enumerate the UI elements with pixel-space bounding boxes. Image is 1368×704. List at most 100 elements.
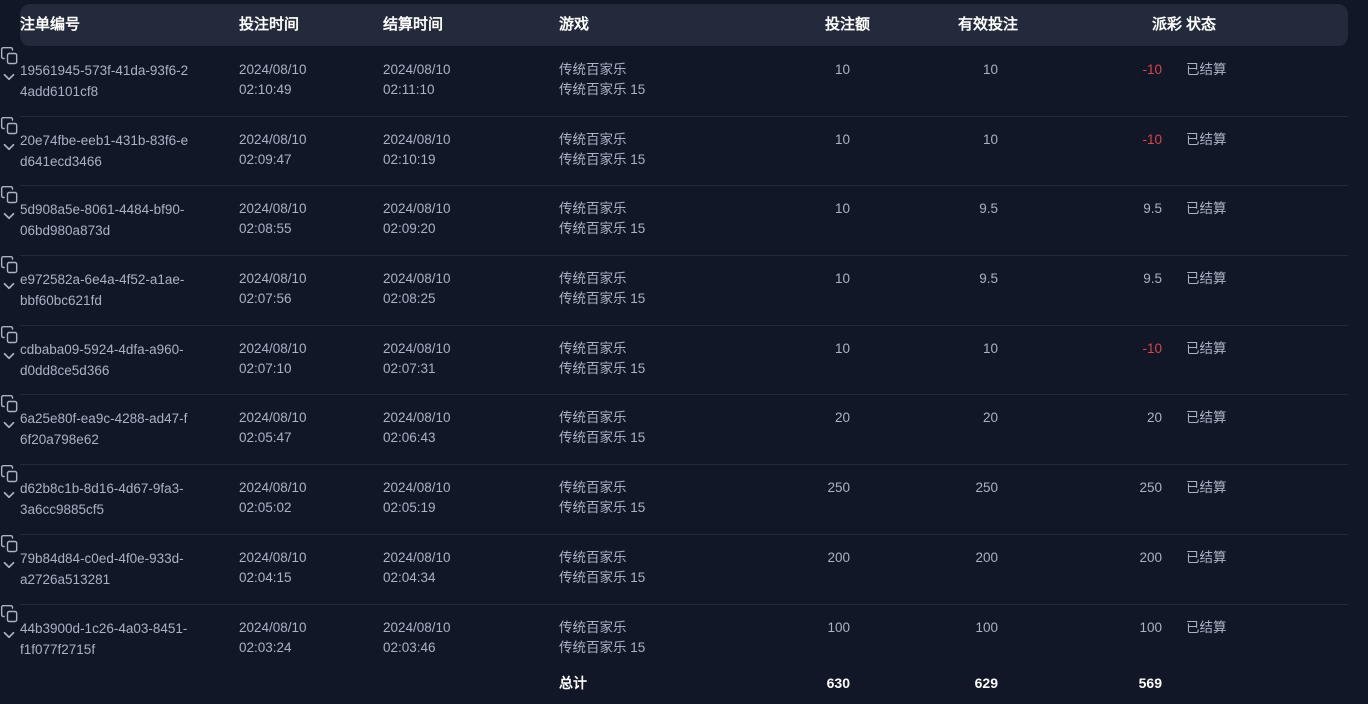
chevron-down-icon[interactable] [0,626,24,650]
game-name: 传统百家乐 [559,201,627,217]
status-badge: 已结算 [1186,480,1227,496]
payout: -10 [1142,340,1162,356]
table-row[interactable]: d62b8c1b-8d16-4d67-9fa3-3a6cc9885cf5 2024… [0,464,1368,534]
chevron-down-icon[interactable] [0,277,24,301]
game-name: 传统百家乐 [559,480,627,496]
bet-amount: 10 [834,340,850,356]
bet-clock: 02:10:49 [239,82,292,97]
game-cell: 传统百家乐 传统百家乐 15 [559,618,645,658]
bet-clock: 02:04:15 [239,569,292,585]
copy-icon[interactable] [0,394,22,416]
table-row[interactable]: 20e74fbe-eeb1-431b-83f6-ed641ecd3466 2024… [0,115,1368,186]
copy-icon[interactable] [0,604,22,626]
settle-clock: 02:04:34 [383,569,436,585]
bet-clock: 02:03:24 [239,639,292,655]
payout: 9.5 [1143,271,1162,287]
settle-time: 2024/08/10 02:05:19 [383,478,451,518]
bet-id: 20e74fbe-eeb1-431b-83f6-ed641ecd3466 [20,132,189,169]
settle-clock: 02:03:46 [383,639,436,655]
bet-time: 2024/08/10 02:05:02 [239,478,307,518]
payout: 200 [1139,549,1162,565]
total-bet-amount: 630 [826,675,850,691]
chevron-down-icon[interactable] [0,486,24,510]
game-name: 传统百家乐 [559,410,627,426]
copy-icon[interactable] [0,116,22,138]
chevron-down-icon[interactable] [0,138,24,162]
game-table: 传统百家乐 15 [559,291,646,307]
bet-clock: 02:05:02 [239,500,292,516]
valid-bet: 9.5 [979,201,998,217]
game-cell: 传统百家乐 传统百家乐 15 [559,130,645,170]
copy-icon[interactable] [0,325,22,347]
copy-icon[interactable] [0,185,22,207]
bet-id: cdbaba09-5924-4dfa-a960-d0dd8ce5d366 [20,341,184,378]
settle-time: 2024/08/10 02:11:10 [383,60,451,100]
settle-time: 2024/08/10 02:07:31 [383,339,451,379]
game-name: 传统百家乐 [559,131,627,147]
bet-clock: 02:09:47 [239,151,292,167]
settle-date: 2024/08/10 [383,410,451,426]
payout: 100 [1139,619,1162,635]
table-header-row: 注单编号 投注时间 结算时间 游戏 投注额 有效投注 派彩 状态 [20,4,1348,46]
game-table: 传统百家乐 15 [559,639,646,655]
bet-id: 79b84d84-c0ed-4f0e-933d-a2726a513281 [20,550,184,587]
table-row[interactable]: 6a25e80f-ea9c-4288-ad47-f6f20a798e62 2024… [0,394,1368,464]
game-cell: 传统百家乐 传统百家乐 15 [559,548,645,588]
bet-clock: 02:05:47 [239,430,292,446]
game-cell: 传统百家乐 传统百家乐 15 [559,60,645,100]
column-header-payout: 派彩 [1151,16,1182,33]
game-cell: 传统百家乐 传统百家乐 15 [559,408,645,448]
table-row[interactable]: 44b3900d-1c26-4a03-8451-f1f077f2715f 2024… [0,603,1368,674]
bet-id: 19561945-573f-41da-93f6-24add6101cf8 [20,63,189,99]
game-cell: 传统百家乐 传统百家乐 15 [559,199,645,239]
settle-date: 2024/08/10 [383,340,451,356]
settle-clock: 02:08:25 [383,291,436,307]
settle-clock: 02:09:20 [383,221,436,237]
bet-date: 2024/08/10 [239,62,307,77]
settle-date: 2024/08/10 [383,480,451,496]
bet-time: 2024/08/10 02:03:24 [239,618,307,658]
settle-clock: 02:11:10 [383,82,435,97]
copy-icon[interactable] [0,255,22,277]
status-badge: 已结算 [1186,619,1227,635]
bet-date: 2024/08/10 [239,271,307,287]
payout: -10 [1142,62,1162,77]
table-row[interactable]: e972582a-6e4a-4f52-a1ae-bbf60bc621fd 2024… [0,255,1368,325]
copy-icon[interactable] [0,46,22,68]
column-header-bet-amount: 投注额 [824,16,870,33]
settle-date: 2024/08/10 [383,549,451,565]
payout: 9.5 [1143,201,1162,217]
settle-date: 2024/08/10 [383,62,451,77]
table-row[interactable]: 5d908a5e-8061-4484-bf90-06bd980a873d 2024… [0,185,1368,255]
bet-date: 2024/08/10 [239,549,307,565]
bet-amount: 250 [827,480,850,496]
chevron-down-icon[interactable] [0,207,24,231]
table-row[interactable]: 79b84d84-c0ed-4f0e-933d-a2726a513281 2024… [0,533,1368,604]
settle-date: 2024/08/10 [383,271,451,287]
chevron-down-icon[interactable] [0,416,24,440]
bet-time: 2024/08/10 02:08:55 [239,199,307,239]
game-table: 传统百家乐 15 [559,500,646,516]
chevron-down-icon[interactable] [0,347,24,371]
copy-icon[interactable] [0,534,22,556]
table-row[interactable]: 19561945-573f-41da-93f6-24add6101cf8 2024… [0,46,1368,116]
column-header-valid-bet: 有效投注 [957,16,1018,33]
game-name: 传统百家乐 [559,549,627,565]
chevron-down-icon[interactable] [0,556,24,580]
table-row[interactable]: cdbaba09-5924-4dfa-a960-d0dd8ce5d366 2024… [0,324,1368,395]
bet-date: 2024/08/10 [239,480,307,496]
bet-amount: 10 [834,131,850,147]
bet-date: 2024/08/10 [239,619,307,635]
game-cell: 传统百家乐 传统百家乐 15 [559,339,645,379]
bet-clock: 02:07:10 [239,360,292,376]
valid-bet: 9.5 [979,271,998,287]
settle-date: 2024/08/10 [383,619,451,635]
copy-icon[interactable] [0,464,22,486]
settle-time: 2024/08/10 02:03:46 [383,618,451,658]
settle-time: 2024/08/10 02:10:19 [383,130,451,170]
chevron-down-icon[interactable] [0,68,24,92]
bet-time: 2024/08/10 02:05:47 [239,408,307,448]
payout: -10 [1142,131,1162,147]
status-badge: 已结算 [1186,271,1227,287]
